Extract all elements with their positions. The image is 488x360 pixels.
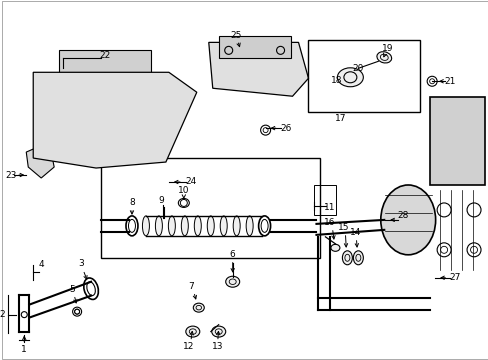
Text: 9: 9	[158, 197, 163, 206]
Ellipse shape	[380, 185, 435, 255]
Text: 8: 8	[129, 198, 135, 207]
Text: 25: 25	[229, 31, 241, 40]
Text: 2: 2	[0, 310, 5, 319]
Text: 24: 24	[185, 177, 196, 186]
Ellipse shape	[330, 244, 339, 251]
Ellipse shape	[194, 216, 201, 236]
Text: 11: 11	[323, 203, 334, 212]
Ellipse shape	[207, 216, 214, 236]
Text: 20: 20	[352, 64, 363, 73]
Text: 1: 1	[21, 345, 27, 354]
Text: 15: 15	[337, 223, 348, 232]
Text: 17: 17	[334, 114, 346, 123]
Ellipse shape	[353, 251, 363, 265]
Ellipse shape	[342, 251, 352, 265]
Bar	[101, 158, 320, 258]
Text: 6: 6	[229, 250, 235, 259]
Text: 3: 3	[78, 259, 84, 268]
Ellipse shape	[337, 68, 363, 87]
Ellipse shape	[225, 276, 239, 287]
Ellipse shape	[376, 52, 391, 63]
Polygon shape	[33, 72, 196, 168]
Text: 12: 12	[183, 342, 194, 351]
Text: 28: 28	[397, 211, 408, 220]
Polygon shape	[208, 42, 308, 96]
Text: 16: 16	[323, 219, 334, 228]
Bar	[218, 36, 290, 58]
Text: 10: 10	[178, 186, 189, 195]
Ellipse shape	[233, 216, 240, 236]
Text: 13: 13	[212, 342, 223, 351]
Ellipse shape	[181, 216, 188, 236]
Text: 26: 26	[279, 123, 291, 132]
Ellipse shape	[211, 326, 225, 337]
Ellipse shape	[168, 216, 175, 236]
Ellipse shape	[220, 216, 227, 236]
Text: 5: 5	[69, 285, 75, 294]
Ellipse shape	[142, 216, 149, 236]
Text: 7: 7	[187, 282, 193, 291]
Text: 19: 19	[381, 44, 392, 53]
Text: 27: 27	[448, 273, 460, 282]
Text: 4: 4	[39, 260, 44, 269]
Bar	[59, 50, 151, 88]
Ellipse shape	[155, 216, 162, 236]
Text: 18: 18	[330, 76, 342, 85]
Bar	[429, 97, 484, 185]
Ellipse shape	[185, 326, 200, 337]
Polygon shape	[26, 142, 54, 178]
Text: 23: 23	[5, 171, 17, 180]
Text: 21: 21	[444, 77, 455, 86]
Ellipse shape	[245, 216, 253, 236]
Bar	[308, 40, 419, 112]
Text: 14: 14	[349, 228, 360, 237]
Ellipse shape	[193, 303, 204, 312]
Bar	[314, 185, 336, 215]
Text: 22: 22	[99, 51, 110, 60]
